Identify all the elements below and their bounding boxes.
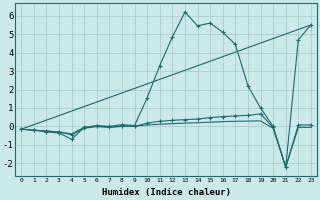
X-axis label: Humidex (Indice chaleur): Humidex (Indice chaleur) — [101, 188, 231, 197]
